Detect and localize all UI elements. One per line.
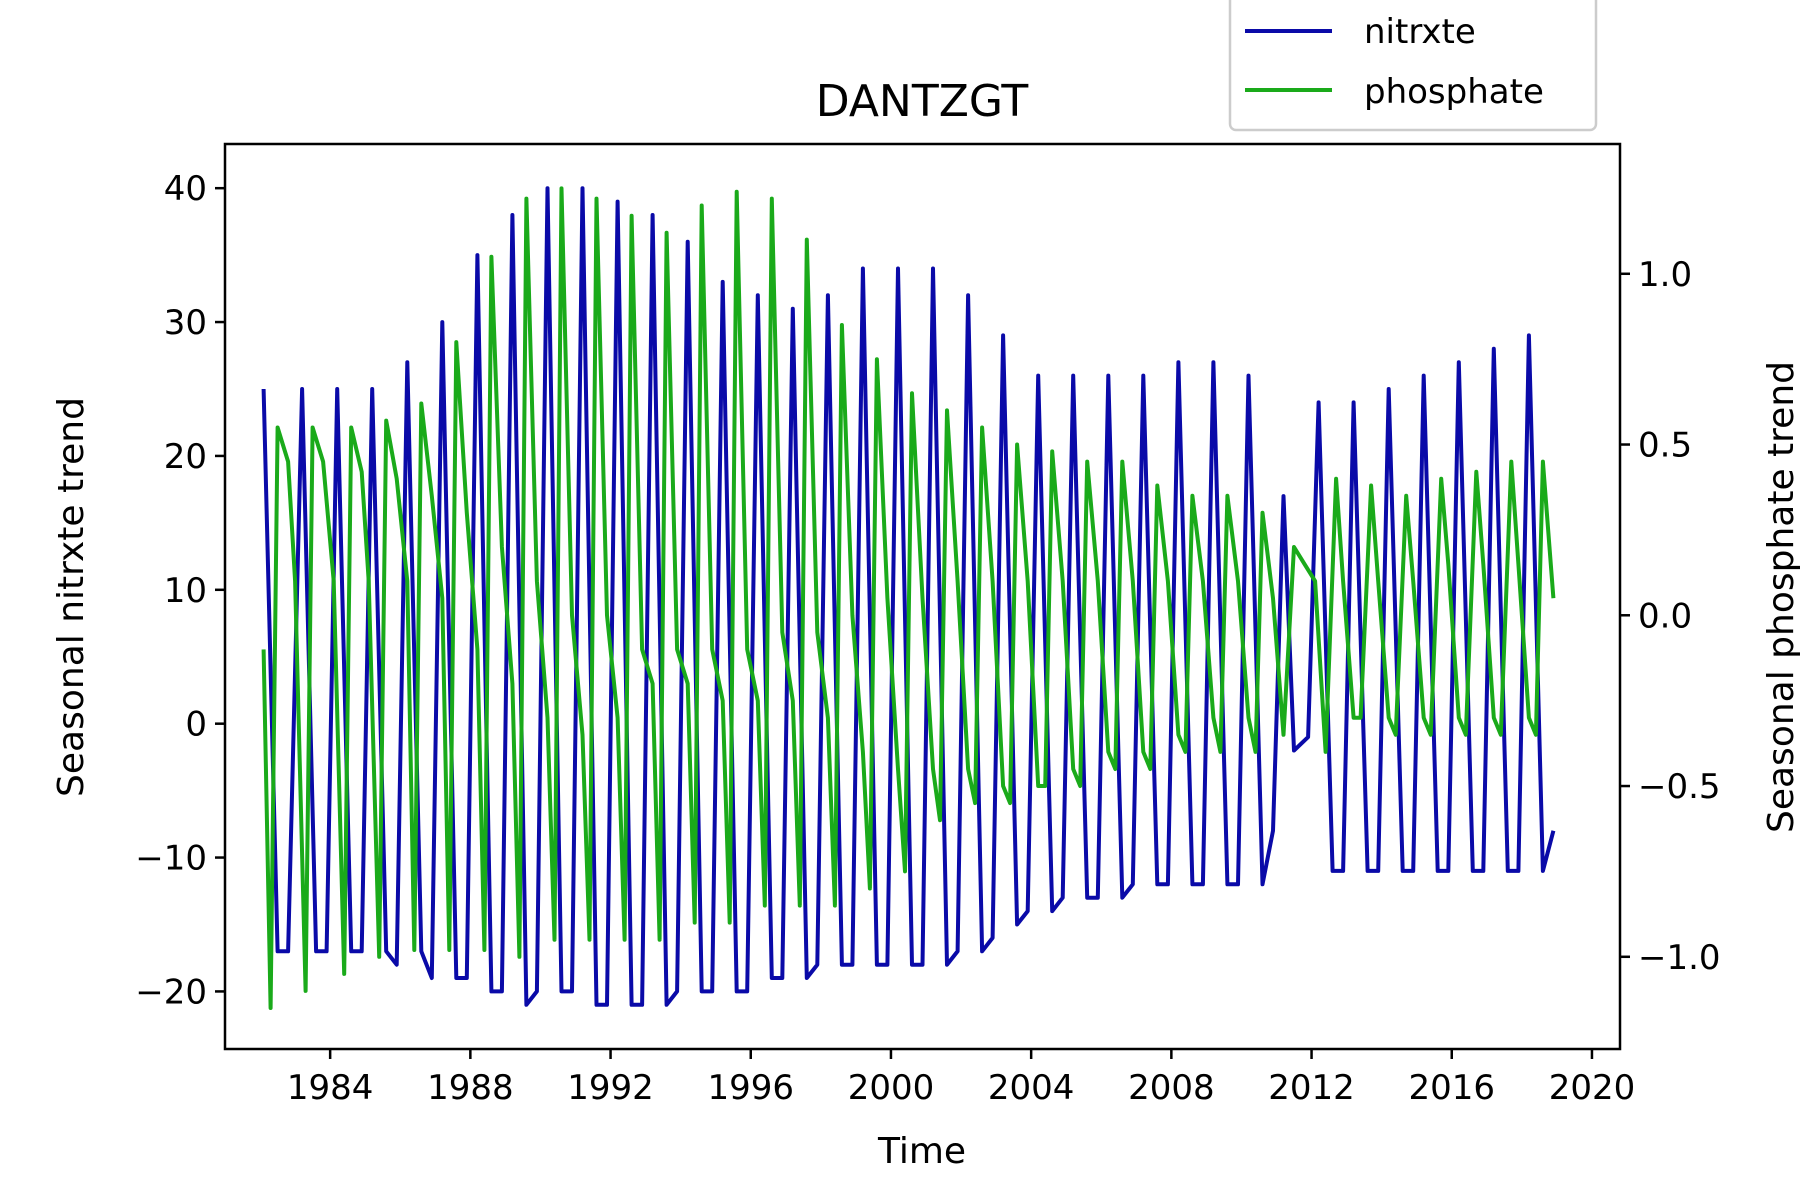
y-axis-left-title: Seasonal nitrxte trend <box>51 397 92 797</box>
x-tick-label: 1992 <box>567 1068 654 1108</box>
y-right-tick-label: 0.5 <box>1638 426 1692 466</box>
x-axis-title: Time <box>877 1131 966 1172</box>
y-left-tick-label: 10 <box>164 571 207 611</box>
y-right-tick-label: 1.0 <box>1638 255 1692 295</box>
x-tick-label: 2004 <box>988 1068 1075 1108</box>
y-right-tick-label: 0.0 <box>1638 596 1692 636</box>
x-tick-label: 2000 <box>848 1068 935 1108</box>
series-line-nitrxte <box>261 186 1556 1007</box>
x-tick-label: 2020 <box>1549 1068 1636 1108</box>
series-layer <box>261 186 1556 1010</box>
y-axis-right: −1.0 −0.5 0.0 0.5 1.0 <box>1620 255 1721 978</box>
y-left-tick-label: 20 <box>164 437 207 477</box>
x-tick-label: 2008 <box>1128 1068 1215 1108</box>
chart-title: DANTZGT <box>816 76 1029 127</box>
y-left-tick-label: −10 <box>135 839 207 879</box>
legend-label-phosphate: phosphate <box>1364 72 1544 112</box>
y-right-tick-label: −1.0 <box>1638 938 1721 978</box>
x-tick-label: 2012 <box>1268 1068 1355 1108</box>
y-left-tick-label: −20 <box>135 972 207 1012</box>
y-right-tick-label: −0.5 <box>1638 767 1721 807</box>
y-left-tick-label: 0 <box>185 705 207 745</box>
series-line-phosphate <box>261 186 1556 1010</box>
x-axis: 1984 1988 1992 1996 2000 2004 2008 2012 2016 2020 <box>287 1049 1635 1108</box>
y-left-tick-label: 30 <box>164 303 207 343</box>
y-axis-left: −20 −10 0 10 20 30 40 <box>135 169 225 1012</box>
x-tick-label: 1984 <box>287 1068 374 1108</box>
y-left-tick-label: 40 <box>164 169 207 209</box>
x-tick-label: 1988 <box>427 1068 514 1108</box>
y-axis-right-title: Seasonal phosphate trend <box>1761 361 1800 833</box>
x-tick-label: 1996 <box>707 1068 794 1108</box>
legend-label-nitrxte: nitrxte <box>1364 12 1476 52</box>
legend: nitrxte phosphate <box>1228 0 1598 132</box>
x-tick-label: 2016 <box>1408 1068 1495 1108</box>
plot-frame <box>223 142 1622 1051</box>
